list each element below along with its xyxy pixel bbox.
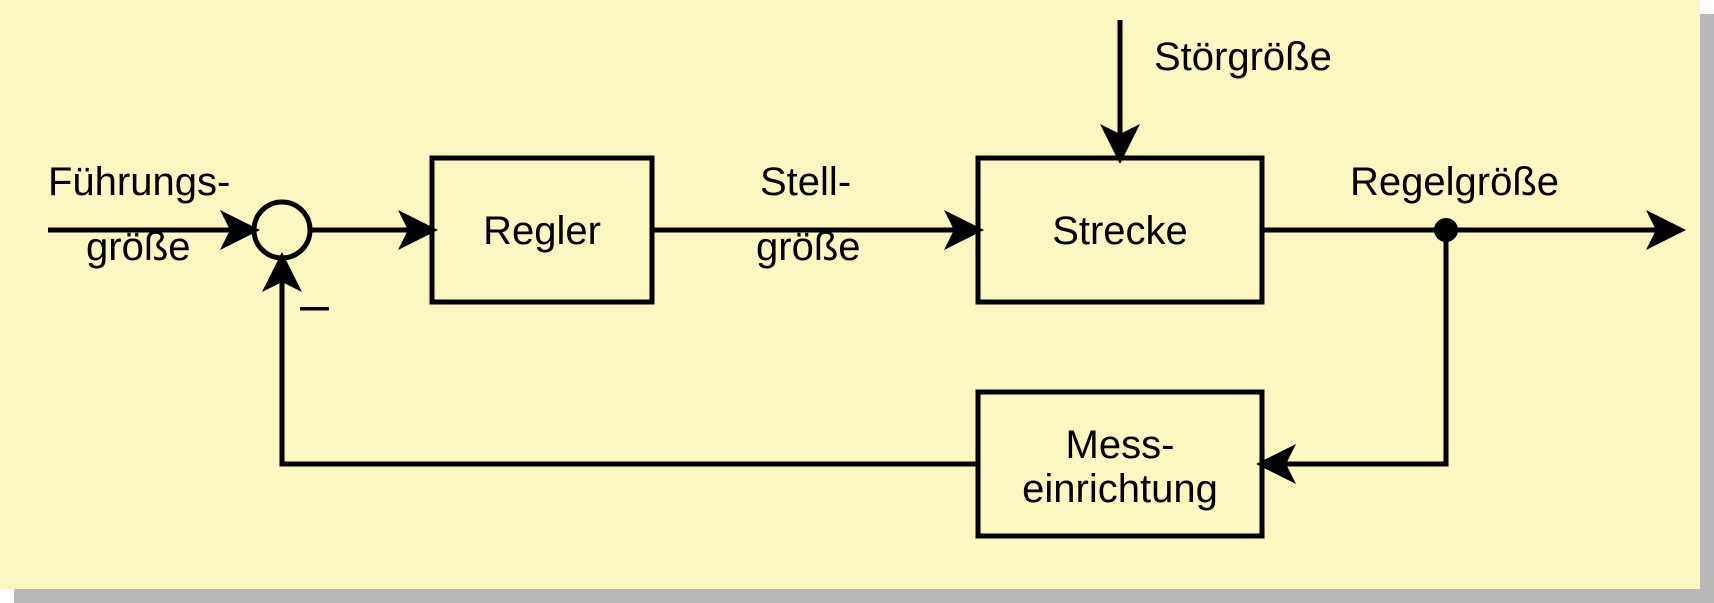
control-loop-diagram: Regler Strecke Mess- einrichtung Führung…	[0, 0, 1714, 603]
label-stoergroesse: Störgröße	[1154, 35, 1332, 79]
label-fuehrungsgroesse-2: größe	[86, 225, 191, 269]
label-stellgroesse-2: größe	[756, 225, 861, 269]
block-mess-label-2: einrichtung	[1022, 467, 1218, 511]
block-mess-label-1: Mess-	[1066, 423, 1175, 467]
label-fuehrungsgroesse-1: Führungs-	[48, 160, 230, 204]
summing-junction	[254, 202, 310, 258]
diagram-container: Regler Strecke Mess- einrichtung Führung…	[0, 0, 1714, 603]
label-minus-sign: –	[300, 276, 329, 334]
label-regelgroesse: Regelgröße	[1350, 160, 1559, 204]
block-strecke-label: Strecke	[1052, 209, 1188, 253]
block-regler-label: Regler	[483, 209, 601, 253]
label-stellgroesse-1: Stell-	[760, 160, 851, 204]
